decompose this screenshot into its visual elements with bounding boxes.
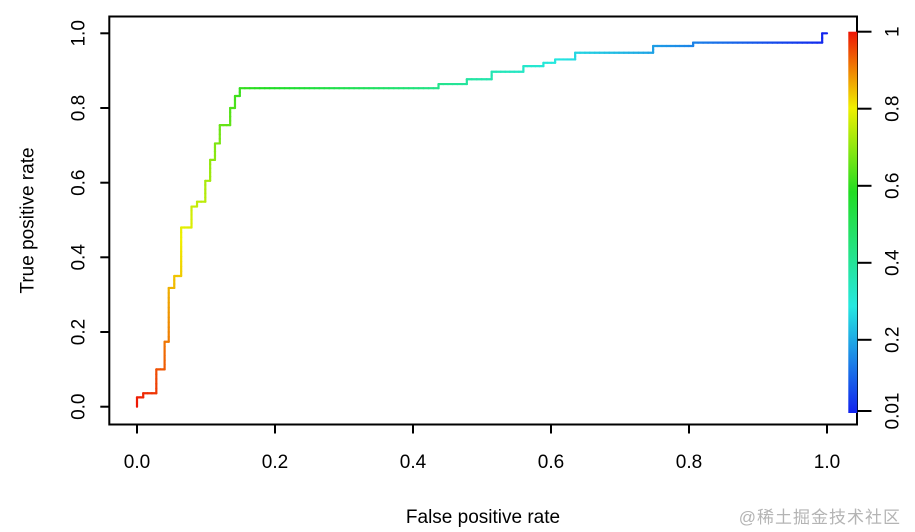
colorbar-ticks [857,30,872,412]
colorbar-tick-label: 0.4 [883,249,904,276]
roc-curve [135,32,829,408]
x-tick-label: 1.0 [814,452,840,473]
x-tick-label: 0.8 [676,452,702,473]
x-tick-label: 0.2 [262,452,288,473]
y-axis-title: True positive rate [18,147,39,293]
colorbar-tick-label: 0.2 [883,327,904,353]
colorbar-labels: 1 0.8 0.6 0.4 0.2 0.01 [883,26,904,429]
colorbar-gradient [848,31,858,413]
x-tick-label: 0.4 [400,452,427,473]
colorbar-tick-label: 1 [883,26,904,37]
y-tick-label: 0.6 [69,169,90,195]
y-axis [100,32,110,408]
colorbar-tick-label: 0.01 [883,393,904,430]
x-tick-label: 0.0 [124,452,150,473]
y-axis-labels: 0.0 0.2 0.4 0.6 0.8 1.0 [69,20,90,420]
x-axis-title: False positive rate [406,507,560,528]
colorbar-tick-label: 0.6 [883,173,904,199]
y-tick-label: 0.4 [69,244,90,271]
x-axis-labels: 0.0 0.2 0.4 0.6 0.8 1.0 [124,452,840,473]
watermark: @稀土掘金技术社区 [738,508,901,527]
x-tick-label: 0.6 [538,452,564,473]
colorbar-tick-label: 0.8 [883,95,904,121]
x-axis [136,424,828,434]
colorbar: 1 0.8 0.6 0.4 0.2 0.01 [848,26,904,429]
plot-border [108,15,859,426]
y-tick-label: 0.2 [69,319,90,345]
y-tick-label: 0.8 [69,95,90,121]
y-tick-label: 1.0 [69,20,90,46]
y-tick-label: 0.0 [69,393,90,419]
